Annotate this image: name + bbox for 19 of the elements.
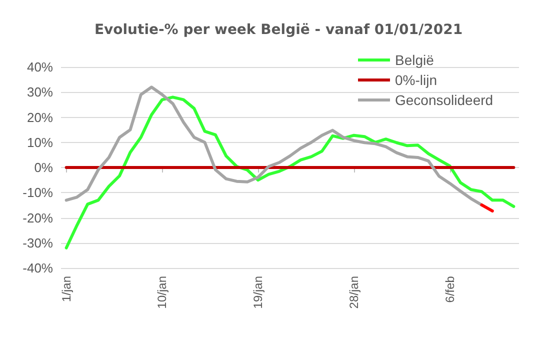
chart-title: Evolutie-% per week België - vanaf 01/01/2021 <box>94 22 463 38</box>
y-tick-label: -20% <box>22 210 54 226</box>
y-tick-label: -40% <box>22 260 54 276</box>
y-tick-label: 40% <box>26 60 54 74</box>
x-tick-label: 19/jan <box>251 276 266 309</box>
legend-label: Geconsolideerd <box>395 92 494 108</box>
y-tick-label: 10% <box>26 134 54 150</box>
x-tick-label: 10/jan <box>155 276 170 309</box>
x-tick-label: 1/jan <box>59 276 74 302</box>
legend-label: 0%-lijn <box>395 72 438 88</box>
y-tick-label: -10% <box>22 185 54 200</box>
x-tick-label: 6/feb <box>442 276 457 303</box>
y-tick-label: -30% <box>22 235 54 250</box>
y-tick-label: 0% <box>34 160 54 175</box>
y-tick-label: 30% <box>26 84 54 100</box>
line-series <box>64 96 516 250</box>
legend-label: België <box>395 52 434 68</box>
x-tick-label: 28/jan <box>346 276 361 309</box>
y-tick-label: 20% <box>26 110 54 125</box>
